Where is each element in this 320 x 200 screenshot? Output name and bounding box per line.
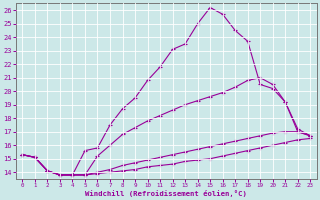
X-axis label: Windchill (Refroidissement éolien,°C): Windchill (Refroidissement éolien,°C) (85, 190, 247, 197)
